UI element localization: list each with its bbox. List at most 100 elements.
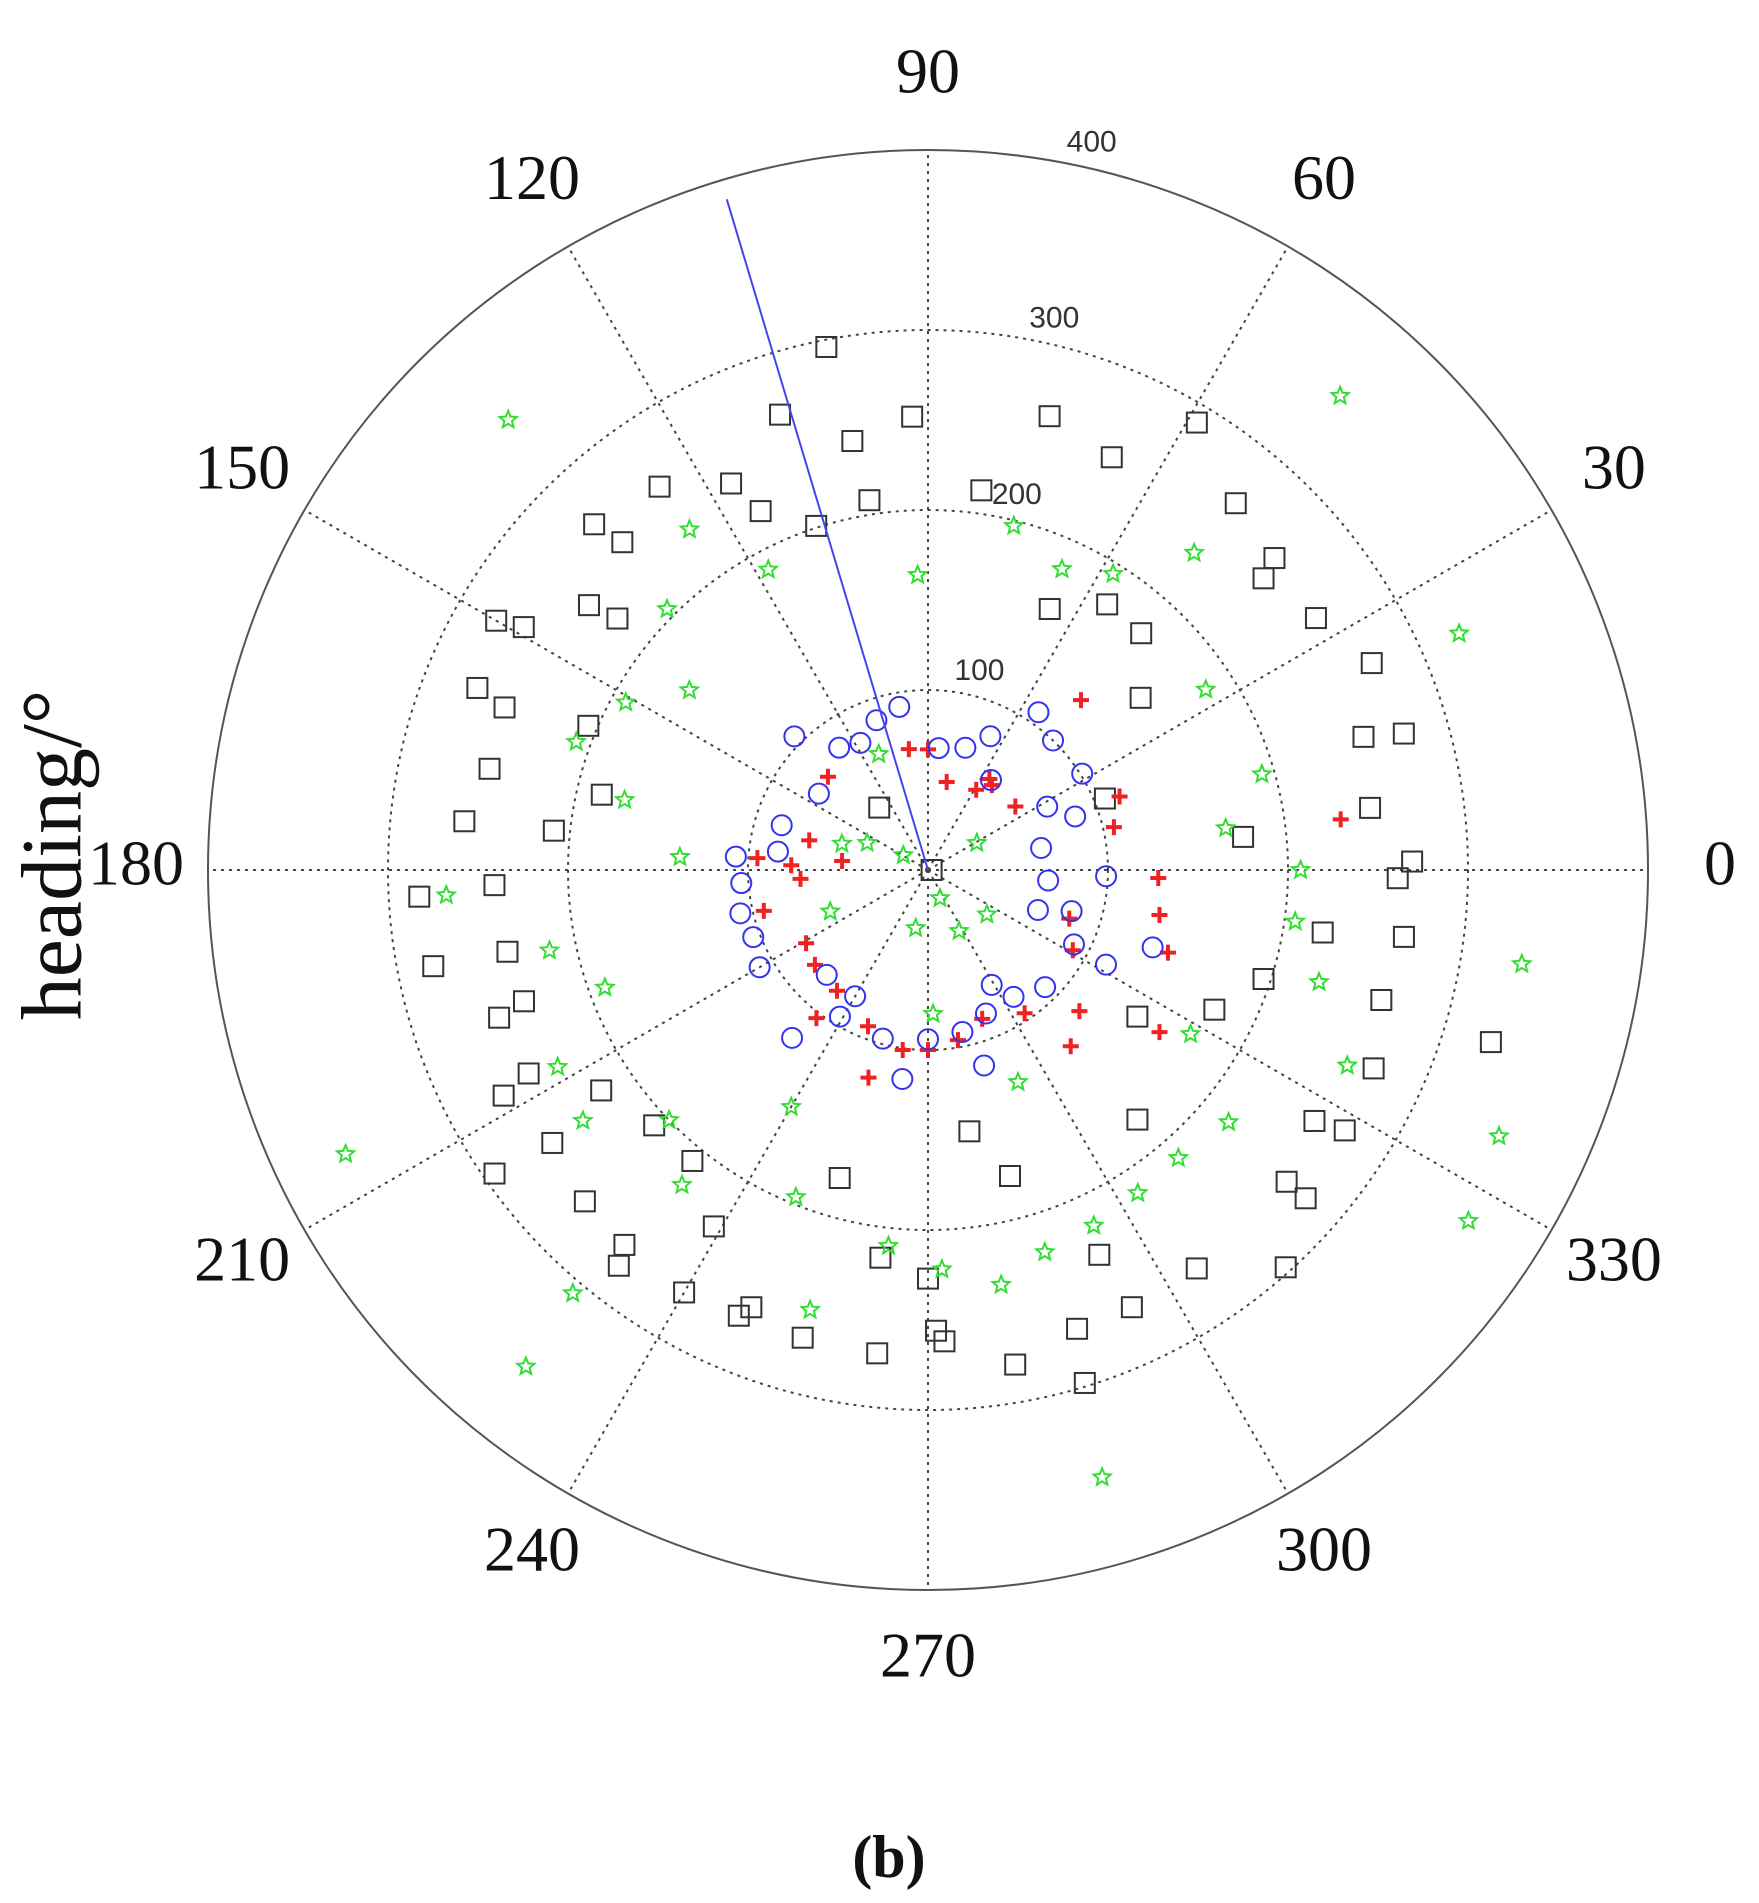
square-point <box>1386 867 1409 890</box>
square-point <box>1392 925 1415 948</box>
square-point <box>828 1166 851 1189</box>
plus-point <box>938 773 955 790</box>
circle-point <box>748 956 771 979</box>
square-point <box>577 594 600 617</box>
plus-point <box>1064 942 1081 959</box>
square-point <box>1073 1371 1096 1394</box>
star-point <box>1214 816 1237 838</box>
square-point <box>493 696 516 719</box>
circle-point <box>1027 701 1050 724</box>
direction-line <box>725 199 929 871</box>
star-point <box>990 1273 1013 1295</box>
circle-point <box>844 985 867 1008</box>
square-point <box>485 609 508 632</box>
star-point <box>1510 952 1533 974</box>
plus-point <box>1111 788 1128 805</box>
circle-point <box>917 1028 939 1051</box>
square-point <box>673 1281 696 1304</box>
square-point <box>1100 446 1123 469</box>
star-point <box>830 832 854 854</box>
spoke <box>927 869 1553 1231</box>
plus-point <box>860 1069 877 1086</box>
circle-point <box>729 902 752 925</box>
circle-point <box>888 695 911 718</box>
r-tick-label: 200 <box>992 478 1042 511</box>
circle-point <box>974 1002 997 1025</box>
square-point <box>1352 725 1375 748</box>
square-point <box>483 874 506 897</box>
circle-point <box>951 1020 974 1043</box>
square-point <box>478 757 501 780</box>
spoke <box>927 869 1289 1495</box>
circle-point <box>724 845 747 868</box>
square-point <box>1038 405 1061 428</box>
square-point <box>1311 921 1334 944</box>
star-point <box>1183 541 1206 563</box>
plus-point <box>801 832 818 849</box>
circle-point <box>807 782 830 805</box>
star-point <box>904 916 927 938</box>
square-point <box>740 1296 763 1319</box>
spoke <box>927 245 1289 871</box>
square-point <box>970 479 993 502</box>
square-point <box>841 430 864 453</box>
plus-point <box>968 781 985 798</box>
square-point <box>1263 547 1286 570</box>
star-point <box>928 886 951 908</box>
square-point <box>720 472 743 495</box>
star-point <box>1329 384 1352 406</box>
star-point <box>1448 621 1471 643</box>
plus-point <box>1151 906 1168 923</box>
star-point <box>1002 514 1025 536</box>
spoke <box>567 245 929 871</box>
circle-point <box>1141 936 1164 959</box>
star-point <box>892 843 915 865</box>
square-point <box>805 514 828 537</box>
plus-point <box>1151 1024 1168 1041</box>
circle-point <box>891 1068 914 1091</box>
square-point <box>1303 1109 1326 1132</box>
square-point <box>573 1190 596 1213</box>
star-point <box>1082 1213 1105 1236</box>
square-point <box>1185 411 1208 434</box>
circle-point <box>1095 865 1118 888</box>
square-point <box>1088 1243 1111 1266</box>
square-point <box>1274 1256 1297 1279</box>
square-point <box>1360 652 1383 675</box>
star-point <box>571 1109 594 1131</box>
star-point <box>1217 1110 1240 1132</box>
plus-point <box>1150 870 1167 887</box>
angle-label: 270 <box>880 1620 976 1691</box>
square-point <box>607 1254 630 1277</box>
star-point <box>678 678 701 700</box>
square-point <box>1093 787 1116 810</box>
star-point <box>921 1002 945 1024</box>
square-point <box>496 940 519 963</box>
square-point <box>408 885 431 908</box>
plus-point <box>755 902 772 919</box>
star-point <box>930 1257 953 1279</box>
star-point <box>1289 858 1312 880</box>
plus-point <box>834 852 851 869</box>
square-point <box>1096 593 1119 616</box>
plus-point <box>792 870 809 887</box>
star-point <box>867 742 890 764</box>
angle-label: 180 <box>88 828 184 899</box>
star-point <box>1457 1209 1480 1231</box>
square-point <box>791 1326 814 1349</box>
star-point <box>334 1142 357 1164</box>
star-point <box>965 831 988 853</box>
circle-point <box>1062 933 1085 956</box>
star-point <box>819 899 842 921</box>
star-point <box>561 1281 584 1303</box>
plus-point <box>829 982 846 999</box>
star-point <box>668 845 692 867</box>
circle-point <box>1034 976 1057 999</box>
square-point <box>1126 1108 1149 1131</box>
star-point <box>1007 1070 1030 1092</box>
angle-label: 30 <box>1582 432 1646 503</box>
circle-point <box>973 1054 996 1077</box>
square-point <box>466 676 489 699</box>
star-point <box>614 690 637 712</box>
